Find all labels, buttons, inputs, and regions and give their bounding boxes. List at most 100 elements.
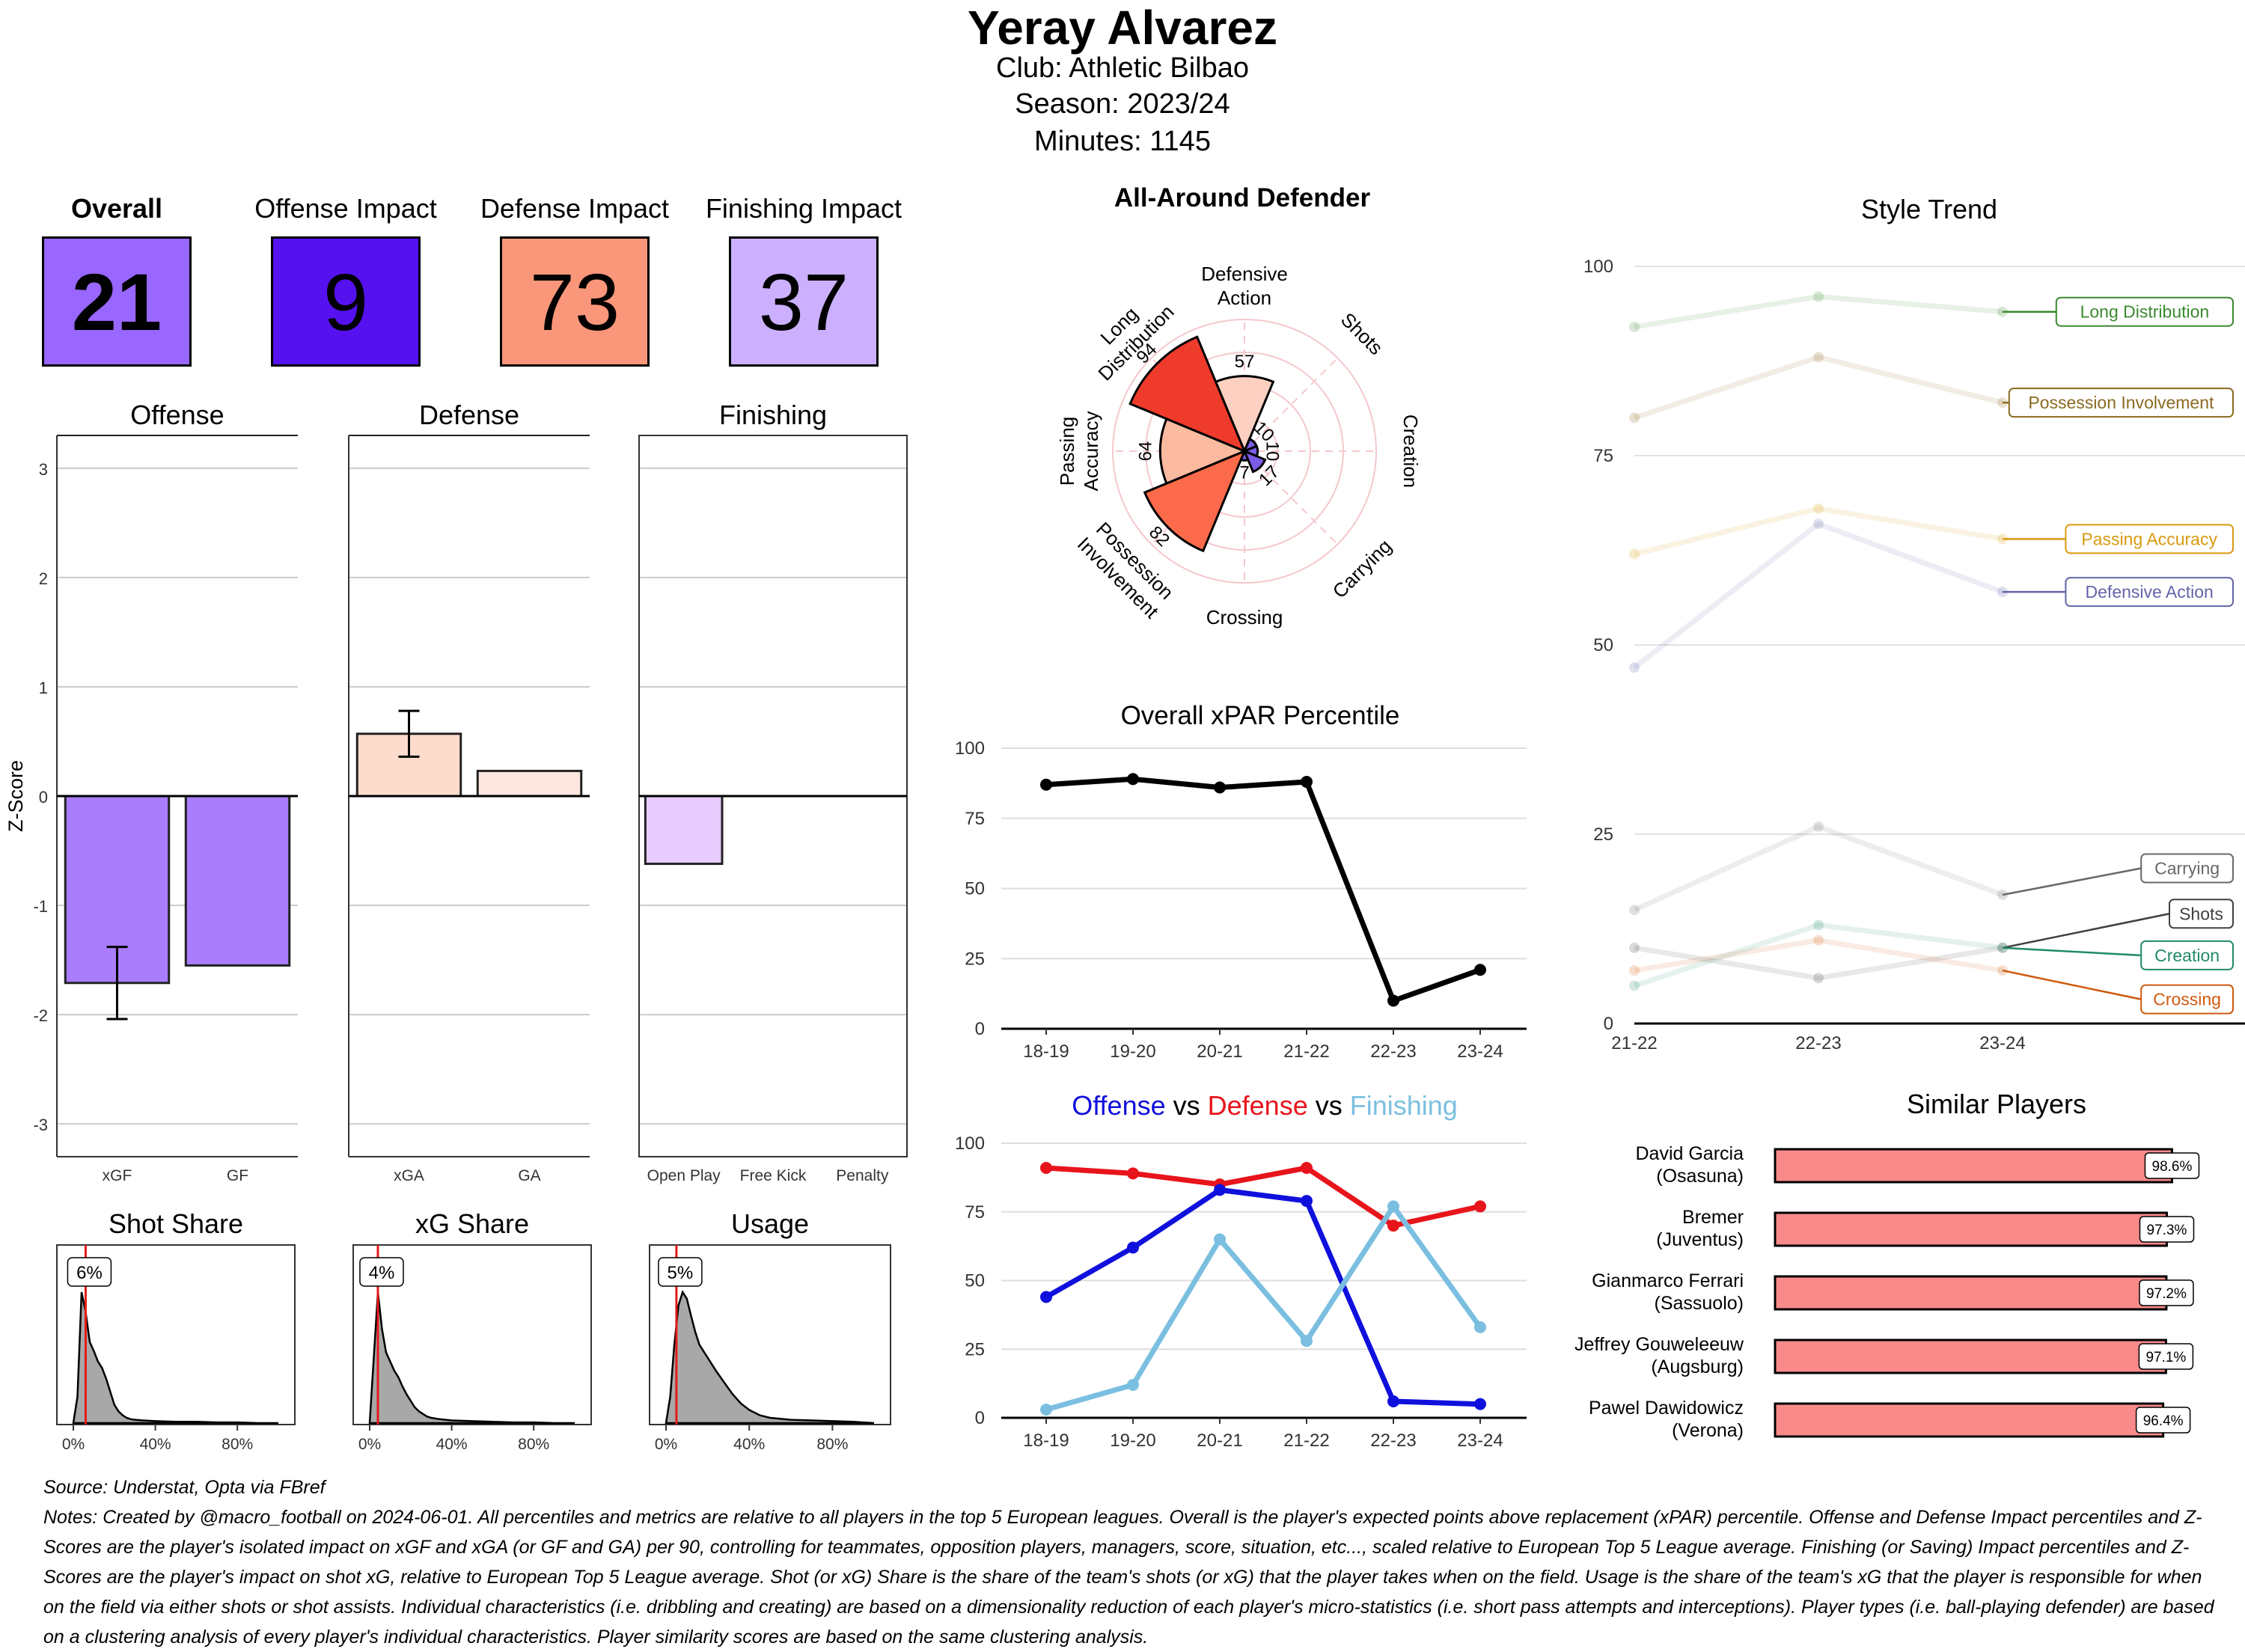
similar-player-name: Jeffrey Gouweleeuw: [1574, 1334, 1744, 1355]
style-series-point: [1629, 548, 1640, 560]
x-tick-label: 80%: [816, 1436, 848, 1453]
x-tick-label: Open Play: [647, 1167, 721, 1184]
x-tick-label: 20-21: [1197, 1041, 1242, 1062]
y-tick-label: 75: [1593, 446, 1613, 466]
y-tick-label: 3: [39, 460, 48, 479]
radar-category-text: Defensive: [1201, 263, 1288, 285]
style-series-label: Carrying: [2154, 859, 2220, 878]
similarity-label: 97.3%: [2147, 1223, 2187, 1238]
y-tick-label: 75: [965, 809, 985, 829]
y-tick-label: 75: [965, 1202, 985, 1223]
style-series-label: Passing Accuracy: [2081, 529, 2217, 548]
style-series-line: [1634, 937, 2003, 973]
style-series-point: [1813, 973, 1824, 984]
radar-wedge: [1214, 375, 1275, 454]
radar-category-label: Crossing: [1206, 606, 1283, 628]
share-title: Shot Share: [109, 1208, 243, 1239]
tile-defense-label: Defense Impact: [480, 193, 670, 224]
style-series-label: Creation: [2154, 946, 2220, 965]
style-series-point: [1813, 518, 1824, 530]
x-tick-label: 18-19: [1023, 1431, 1069, 1451]
radar-category-label: Shots: [1337, 308, 1387, 359]
x-tick-label: 22-23: [1370, 1431, 1416, 1451]
radar-category-text: Action: [1218, 287, 1271, 309]
style-series-line: [1633, 824, 2004, 913]
y-tick-label: 0: [975, 1408, 985, 1428]
minutes-label: Minutes:: [1034, 126, 1142, 157]
radar-value-label: 64: [1136, 441, 1156, 462]
tile-offense-value: 9: [271, 236, 421, 367]
radar-value-label: 57: [1235, 352, 1255, 372]
density-area: [665, 1290, 875, 1425]
style-series-label: Defensive Action: [2086, 582, 2214, 602]
radar-spoke: [1244, 357, 1339, 452]
series-point-finishing: [1301, 1335, 1313, 1347]
radar-spoke: [1244, 450, 1339, 545]
radar-value-label: 7: [1239, 463, 1249, 483]
season-value: 2023/24: [1127, 88, 1230, 120]
ovf-title-part: Finishing: [1343, 1090, 1458, 1121]
style-label-box: [2140, 984, 2234, 1015]
style-series-point: [1629, 965, 1640, 976]
panel-title: Offense: [130, 400, 224, 430]
ovf-title-part: Offense: [1072, 1090, 1165, 1121]
similar-player-name: Pawel Dawidowicz: [1589, 1398, 1744, 1419]
style-series-point: [1629, 980, 1640, 991]
x-tick-label: 40%: [140, 1436, 171, 1453]
series-point-offense: [1387, 1395, 1399, 1407]
season-label: Season:: [1015, 88, 1120, 120]
xpar-point: [1214, 781, 1226, 794]
tile-finishing-label: Finishing Impact: [705, 193, 902, 224]
style-series-label: Shots: [2179, 904, 2223, 923]
series-point-offense: [1040, 1291, 1052, 1303]
x-tick-label: 80%: [222, 1436, 253, 1453]
style-series-point: [1813, 821, 1824, 832]
style-series-line: [1633, 354, 2003, 420]
x-tick-label: 23-24: [1979, 1033, 2025, 1053]
style-series-point: [1629, 942, 1640, 953]
marker-label-box: [658, 1257, 703, 1287]
y-tick-label: 25: [1593, 825, 1613, 845]
series-point-finishing: [1214, 1233, 1226, 1246]
style-series-point: [1813, 291, 1824, 302]
series-line-finishing: [1045, 1203, 1482, 1413]
x-tick-label: Penalty: [836, 1167, 889, 1184]
y-tick-label: 25: [965, 949, 985, 969]
style-series-line: [1633, 922, 2003, 988]
style-label-leader: [2002, 913, 2170, 949]
radar-category-label: Carrying: [1328, 535, 1396, 603]
marker-label: 4%: [369, 1263, 395, 1283]
y-tick-label: 100: [1583, 257, 1613, 277]
tile-finishing-value: 37: [729, 236, 879, 367]
style-series-line: [1634, 506, 2003, 557]
style-label-box: [2140, 853, 2234, 884]
tile-overall-label: Overall: [70, 193, 163, 224]
style-label-leader: [2002, 969, 2142, 1000]
y-tick-label: -3: [33, 1116, 48, 1134]
y-tick-label: 50: [965, 879, 985, 899]
similarity-bar: [1774, 1339, 2167, 1374]
club-line: Club: Athletic Bilbao: [0, 52, 2245, 85]
y-tick-label: 50: [965, 1271, 985, 1291]
similarity-label-box: [2138, 1343, 2194, 1370]
ovf-title-part: vs: [1308, 1090, 1343, 1121]
x-tick-label: GF: [227, 1167, 248, 1184]
style-series-line: [1634, 294, 2003, 330]
similarity-bar: [1774, 1148, 2173, 1184]
similarity-label: 97.2%: [2146, 1286, 2187, 1302]
ovf-title: Offense vs Defense vs Finishing: [1072, 1090, 1458, 1121]
similarity-label: 98.6%: [2152, 1159, 2193, 1175]
panel-title: Defense: [419, 400, 519, 430]
radar-wedge: [1143, 449, 1247, 553]
xpar-point: [1040, 778, 1052, 791]
style-label-leader: [2002, 946, 2142, 957]
style-label-box: [2065, 577, 2234, 608]
similar-player-name: Gianmarco Ferrari: [1592, 1270, 1744, 1291]
x-tick-label: 40%: [436, 1436, 468, 1453]
y-tick-label: 1: [39, 679, 48, 697]
similarity-label-box: [2139, 1216, 2195, 1243]
ovf-title-part: vs: [1166, 1090, 1200, 1121]
style-title: Style Trend: [1861, 194, 1997, 224]
x-tick-label: 23-24: [1457, 1431, 1503, 1451]
x-tick-label: 0%: [62, 1436, 85, 1453]
